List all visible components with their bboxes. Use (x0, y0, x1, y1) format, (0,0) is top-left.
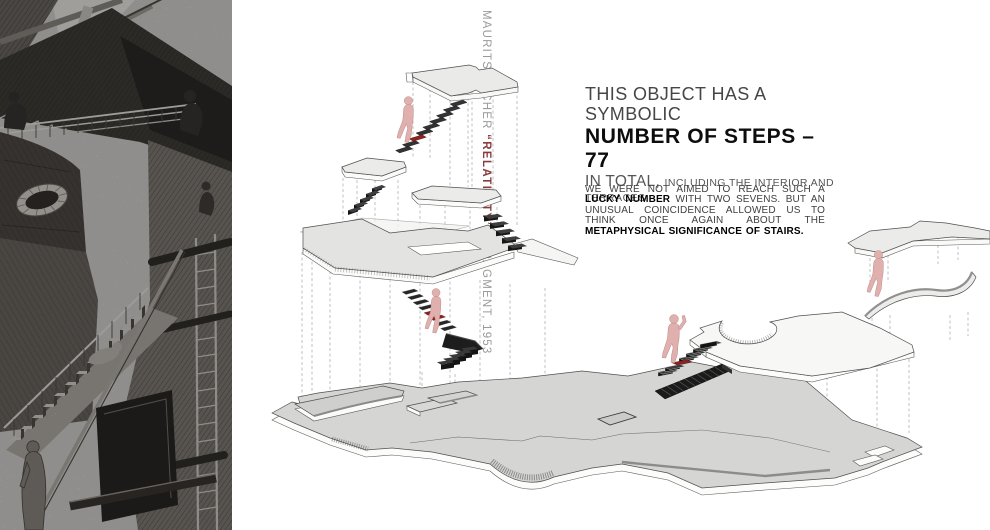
headline-in-total: IN TOTAL, (585, 173, 661, 190)
headline-line3: IN TOTAL, INCLUDING THE INTERIOR AND TER… (585, 173, 837, 205)
escher-artwork (0, 0, 232, 530)
person-waving-right (661, 314, 687, 364)
headline-including: INCLUDING THE INTERIOR AND TERRACES. (585, 177, 834, 204)
terrace-plate-upper (411, 185, 502, 209)
terrace-plate-mid (299, 217, 579, 285)
headline-line2-steps-count: NUMBER OF STEPS – 77 (585, 125, 815, 172)
ribbed-curved-edge (490, 458, 555, 481)
body-paragraph: WE WERE NOT AIMED TO REACH SUCH A LUCKY … (585, 184, 825, 237)
ground-plate (271, 356, 923, 496)
headline-line1: THIS OBJECT HAS A SYMBOLIC (585, 84, 766, 124)
escher-artwork-panel (0, 0, 232, 530)
paragraph-segment-bold: METAPHYSICAL SIGNIFICANCE OF STAIRS. (585, 225, 804, 237)
switchback-stair (401, 288, 484, 370)
caption-strip: MAURITS ESCHER “RELATIVITY” - FRAGMENT, … (232, 0, 492, 530)
paragraph-segment: WITH TWO SEVENS. BUT AN UNUSUAL COINCIDE… (585, 194, 825, 227)
zigzag-stair-right (657, 340, 723, 377)
person-walking-far-right (866, 250, 884, 297)
engraving-grain (0, 0, 232, 530)
landing-plate-small (341, 157, 407, 182)
headline-block: THIS OBJECT HAS A SYMBOLIC NUMBER OF STE… (585, 84, 843, 205)
accent-red-step (671, 359, 693, 366)
straight-stair-right (654, 363, 733, 400)
exploded-axon-diagram (270, 0, 990, 530)
roof-plate-top (405, 64, 519, 102)
stair-under-landing (348, 185, 386, 215)
person-on-switchback (424, 288, 442, 334)
paragraph-segment-bold: LUCKY NUMBER (585, 194, 671, 206)
ribbed-notch-edge (718, 322, 774, 345)
floating-stair-top (395, 99, 468, 154)
accent-red-step (408, 134, 427, 142)
stair-to-terrace (484, 214, 527, 252)
paragraph-segment: WE WERE NOT AIMED TO REACH SUCH A (585, 184, 825, 195)
curved-ramp (864, 271, 977, 320)
person-climbing-top (396, 96, 414, 143)
upper-plate-far-right (847, 220, 990, 259)
